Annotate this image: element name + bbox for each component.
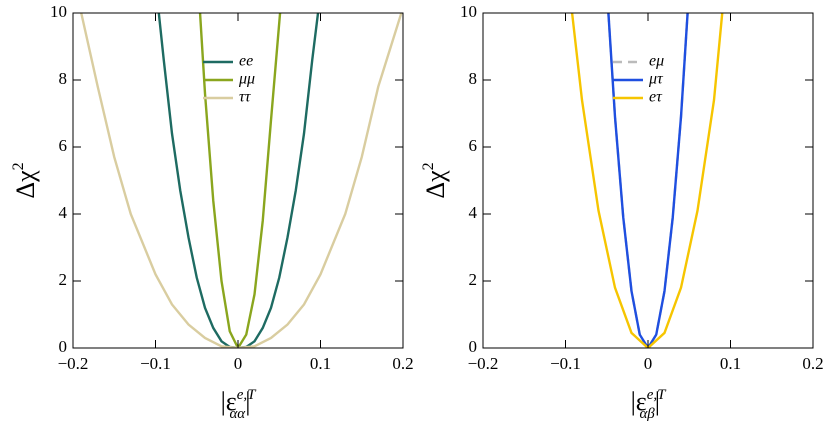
y-tick-label: 2	[469, 270, 478, 289]
label-sup: e,T	[237, 387, 257, 403]
legend-label: eμ	[649, 53, 664, 70]
x-tick-label: 0.2	[802, 354, 823, 373]
label-sub: αβ	[639, 406, 655, 422]
y-tick-label: 2	[59, 270, 68, 289]
line	[570, 13, 724, 348]
y-tick-label: 6	[469, 136, 478, 155]
x-axis-label: |εe,T αβ|	[631, 387, 668, 422]
label-sub: αα	[229, 406, 246, 422]
legend-label: ee	[239, 53, 253, 70]
plot-frame	[482, 12, 814, 349]
x-tick-label: 0.2	[392, 354, 413, 373]
y-tick-label: 0	[469, 337, 478, 356]
legend-label: ττ	[239, 89, 252, 106]
y-tick-label: 8	[59, 69, 68, 88]
legend-label: eτ	[649, 89, 663, 106]
y-axis-label: Δχ2	[420, 162, 450, 198]
x-tick-label: −0.1	[140, 354, 171, 373]
legend-label: μτ	[648, 71, 664, 88]
line	[607, 13, 689, 348]
y-tick-label: 0	[59, 337, 68, 356]
label-sup: e,T	[647, 387, 667, 403]
x-tick-label: −0.2	[468, 354, 499, 373]
x-tick-label: 0.1	[720, 354, 741, 373]
plot-frame	[72, 12, 404, 349]
y-tick-label: 8	[469, 69, 478, 88]
y-tick-label: 4	[469, 203, 478, 222]
label-part: |	[245, 387, 250, 416]
y-tick-label: 10	[50, 2, 67, 21]
x-tick-label: 0.1	[310, 354, 331, 373]
x-axis-label: |εe,T αα|	[221, 387, 258, 422]
y-tick-label: 10	[460, 2, 477, 21]
label-part: Δχ	[421, 170, 450, 199]
x-tick-label: 0	[644, 354, 653, 373]
label-sup: 2	[420, 162, 437, 170]
line	[80, 13, 403, 348]
x-tick-label: 0	[234, 354, 243, 373]
label-part: |ε	[631, 387, 647, 416]
label-part: |	[655, 387, 660, 416]
x-tick-label: −0.1	[550, 354, 581, 373]
label-sup: 2	[10, 162, 27, 170]
x-tick-label: −0.2	[58, 354, 89, 373]
y-tick-label: 6	[59, 136, 68, 155]
legend-label: μμ	[238, 71, 255, 88]
label-part: |ε	[221, 387, 237, 416]
label-part: Δχ	[11, 170, 40, 199]
y-axis-label: Δχ2	[10, 162, 40, 198]
line	[198, 13, 282, 348]
y-tick-label: 4	[59, 203, 68, 222]
line	[157, 13, 320, 348]
